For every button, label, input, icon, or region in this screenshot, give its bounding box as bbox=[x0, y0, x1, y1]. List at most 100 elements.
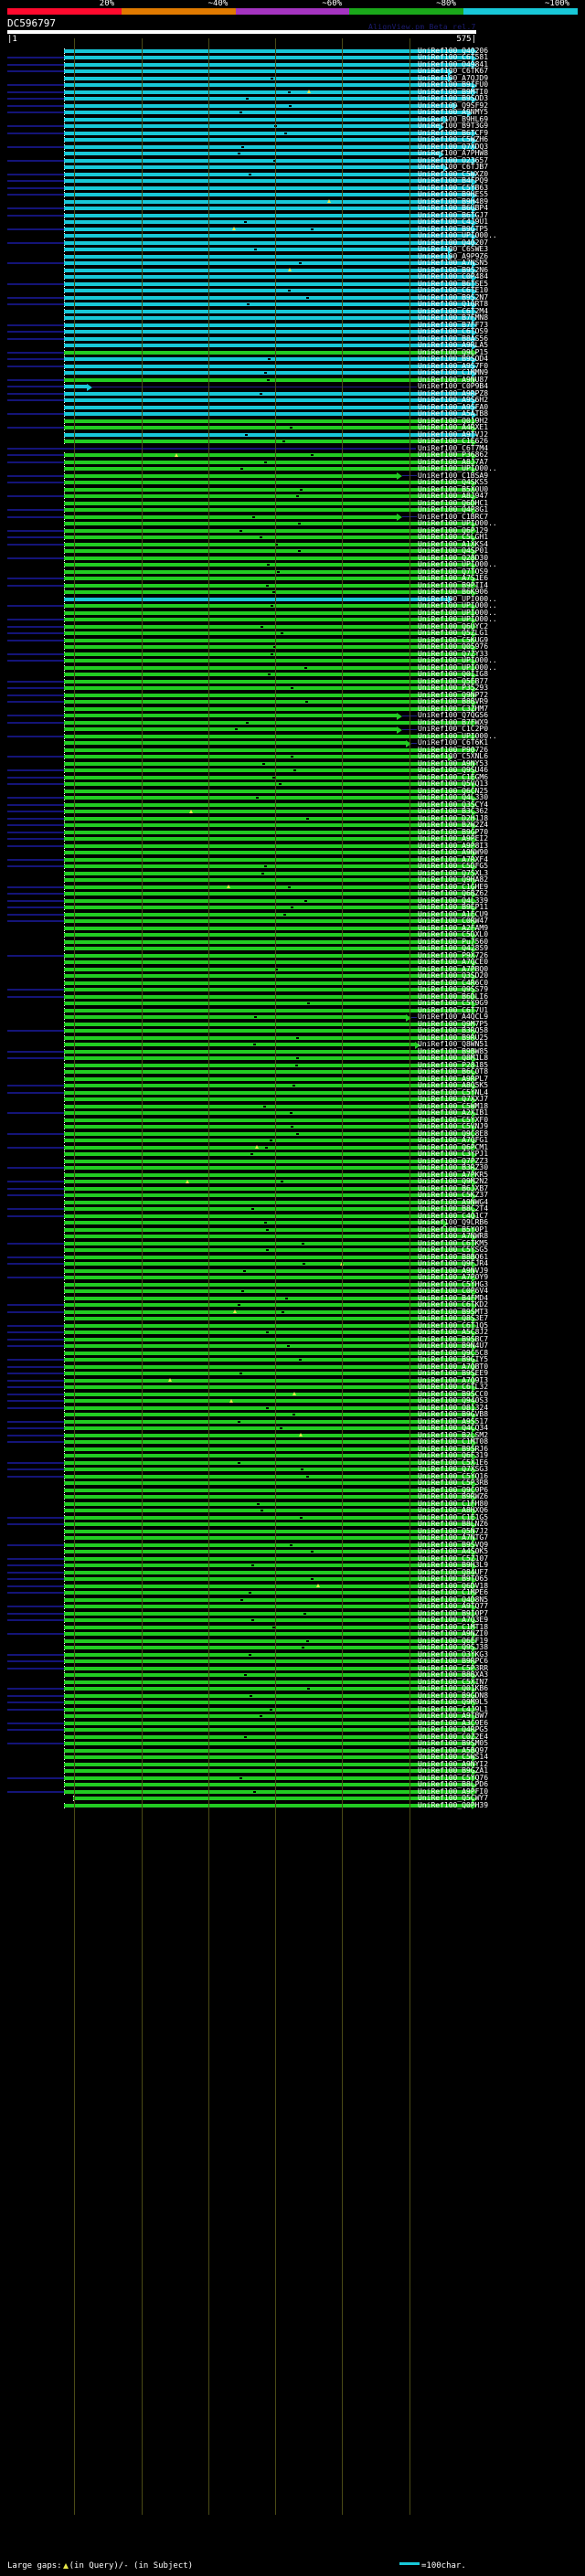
subject-label[interactable]: UniRef100_Q9SF92 bbox=[418, 101, 489, 110]
table-row[interactable]: UniRef100_Q9LP15 bbox=[0, 348, 585, 356]
alignment-bar[interactable] bbox=[63, 549, 473, 553]
subject-label[interactable]: UniRef100_A9TQ77 bbox=[418, 1602, 489, 1610]
alignment-bar[interactable] bbox=[63, 1166, 473, 1170]
subject-label[interactable]: UniRef100_Q4CQ34 bbox=[418, 1424, 489, 1432]
alignment-bar[interactable] bbox=[63, 741, 408, 745]
subject-label[interactable]: UniRef100_B9SBC7 bbox=[418, 1334, 489, 1343]
table-row[interactable]: UniRef100_A9SFA0 bbox=[0, 403, 585, 411]
table-row[interactable]: UniRef100_Q9LRB6 bbox=[0, 1219, 585, 1227]
alignment-bar[interactable] bbox=[63, 1440, 473, 1444]
alignment-bar[interactable] bbox=[63, 398, 473, 402]
subject-label[interactable]: UniRef100_B9GTP5 bbox=[418, 224, 489, 233]
alignment-bar[interactable] bbox=[63, 665, 473, 670]
table-row[interactable]: UniRef100_A9RPZ8 bbox=[0, 389, 585, 398]
table-row[interactable]: UniRef100_A7S1E6 bbox=[0, 574, 585, 583]
subject-label[interactable]: UniRef100_Q940S3 bbox=[418, 1396, 489, 1405]
table-row[interactable]: UniRef100_B9SOD3 bbox=[0, 94, 585, 103]
table-row[interactable]: UniRef100_A4RXE1 bbox=[0, 424, 585, 432]
table-row[interactable]: UniRef100_C6SWE3 bbox=[0, 246, 585, 254]
table-row[interactable]: UniRef100_A9P9Z6 bbox=[0, 252, 585, 260]
subject-label[interactable]: UniRef100_B3RQ58 bbox=[418, 1026, 489, 1034]
alignment-bar[interactable] bbox=[63, 1131, 473, 1136]
table-row[interactable]: UniRef100_C0P9B4 bbox=[0, 383, 585, 391]
subject-label[interactable]: UniRef100_C5YXF0 bbox=[418, 1115, 489, 1124]
alignment-bar[interactable] bbox=[63, 302, 473, 306]
subject-label[interactable]: UniRef100_P36862 bbox=[418, 451, 489, 459]
alignment-bar[interactable] bbox=[63, 494, 473, 498]
subject-label[interactable]: UniRef100_A7P0Y9 bbox=[418, 1273, 489, 1281]
table-row[interactable]: UniRef100_C5Y9G9 bbox=[0, 1000, 585, 1008]
alignment-bar[interactable] bbox=[63, 1742, 473, 1745]
alignment-bar[interactable] bbox=[63, 693, 473, 697]
alignment-bar[interactable] bbox=[63, 1673, 473, 1677]
subject-label[interactable]: UniRef100_C5XIN7 bbox=[418, 1677, 489, 1686]
alignment-bar[interactable] bbox=[63, 1200, 473, 1204]
subject-label[interactable]: UniRef100_B9SOD3 bbox=[418, 94, 489, 102]
subject-label[interactable]: UniRef100_Q9M9L5 bbox=[418, 1698, 489, 1706]
alignment-bar[interactable] bbox=[63, 857, 473, 862]
subject-label[interactable]: UniRef100_Q428S9 bbox=[418, 944, 489, 952]
alignment-bar[interactable] bbox=[63, 645, 473, 649]
subject-label[interactable]: UniRef100_B9RPC6 bbox=[418, 1657, 489, 1665]
table-row[interactable]: UniRef100_C5YHG3 bbox=[0, 1280, 585, 1288]
alignment-bar[interactable] bbox=[63, 1008, 473, 1012]
subject-label[interactable]: UniRef100_Q4P8G1 bbox=[418, 505, 489, 514]
table-row[interactable]: UniRef100_C1MMN9 bbox=[0, 369, 585, 377]
alignment-bar[interactable] bbox=[63, 1659, 473, 1663]
table-row[interactable]: UniRef100_A9RLA5 bbox=[0, 342, 585, 350]
subject-label[interactable]: UniRef100_B9SEE9 bbox=[418, 1369, 489, 1377]
table-row[interactable]: UniRef100_Q05976 bbox=[0, 643, 585, 652]
subject-label[interactable]: UniRef100_B9SOD4 bbox=[418, 355, 489, 363]
subject-label[interactable]: UniRef100_B8C2T4 bbox=[418, 1204, 489, 1213]
subject-label[interactable]: UniRef100_B9S2N6 bbox=[418, 265, 489, 274]
table-row[interactable]: UniRef100_Q40207 bbox=[0, 239, 585, 247]
subject-label[interactable]: UniRef100_Q4L339 bbox=[418, 896, 489, 905]
subject-label[interactable]: UniRef100_Q9FJR4 bbox=[418, 1259, 489, 1267]
subject-label[interactable]: UniRef100_Q9C9P6 bbox=[418, 1485, 489, 1494]
subject-label[interactable]: UniRef100_B9RWZ6 bbox=[418, 1492, 489, 1500]
subject-label[interactable]: UniRef100_A7S1E6 bbox=[418, 574, 489, 582]
table-row[interactable]: UniRef100_A9P8I3 bbox=[0, 842, 585, 850]
subject-label[interactable]: UniRef100_A7PKR5 bbox=[418, 1170, 489, 1179]
alignment-bar[interactable] bbox=[63, 1118, 473, 1122]
alignment-bar[interactable] bbox=[63, 1358, 473, 1362]
subject-label[interactable]: UniRef100_A8HXQ6 bbox=[418, 1506, 489, 1514]
table-row[interactable]: UniRef100_UPI000.. bbox=[0, 595, 585, 603]
subject-label[interactable]: UniRef100_UPI000.. bbox=[418, 601, 497, 610]
alignment-bar[interactable] bbox=[63, 1214, 473, 1218]
alignment-bar[interactable] bbox=[63, 309, 473, 313]
table-row[interactable]: UniRef100_C1C2P0 bbox=[0, 726, 585, 734]
subject-label[interactable]: UniRef100_C5DXL0 bbox=[418, 930, 489, 938]
alignment-bar[interactable] bbox=[63, 885, 473, 889]
subject-label[interactable]: UniRef100_A9NY53 bbox=[418, 758, 489, 768]
alignment-bar[interactable] bbox=[63, 1734, 473, 1739]
subject-label[interactable]: UniRef100_C6TL32 bbox=[418, 1383, 489, 1391]
alignment-bar[interactable] bbox=[63, 405, 473, 409]
table-row[interactable]: UniRef100_Q7XDQ3 bbox=[0, 143, 585, 151]
table-row[interactable]: UniRef100_Q9NP72 bbox=[0, 691, 585, 699]
subject-label[interactable]: UniRef100_C6T1Q5 bbox=[418, 1320, 489, 1330]
table-row[interactable]: UniRef100_C4R6C0 bbox=[0, 979, 585, 987]
table-row[interactable]: UniRef100_A7QFG1 bbox=[0, 1137, 585, 1145]
alignment-bar[interactable] bbox=[63, 1364, 473, 1369]
table-row[interactable]: UniRef100_UPI000.. bbox=[0, 601, 585, 610]
subject-label[interactable]: UniRef100_Q6P129 bbox=[418, 525, 489, 535]
table-row[interactable]: UniRef100_Q4RPG5 bbox=[0, 1726, 585, 1734]
table-row[interactable]: UniRef100_C5WM18 bbox=[0, 1102, 585, 1110]
alignment-bar[interactable] bbox=[63, 1542, 473, 1547]
subject-label[interactable]: UniRef100_Q10RT8 bbox=[418, 300, 489, 308]
subject-label[interactable]: UniRef100_C6T6K1 bbox=[418, 738, 489, 747]
subject-label[interactable]: UniRef100_A1ECU9 bbox=[418, 909, 489, 918]
subject-label[interactable]: UniRef100_C6TE10 bbox=[418, 286, 489, 294]
table-row[interactable]: UniRef100_D2H1J8 bbox=[0, 814, 585, 822]
alignment-bar[interactable] bbox=[63, 906, 473, 909]
alignment-bar[interactable] bbox=[63, 207, 473, 210]
table-row[interactable]: UniRef100_B9RWZ6 bbox=[0, 1492, 585, 1501]
subject-label[interactable]: UniRef100_C4Q1C7 bbox=[418, 1211, 489, 1220]
alignment-bar[interactable] bbox=[63, 542, 473, 546]
table-row[interactable]: UniRef100_B3RZ30 bbox=[0, 1164, 585, 1172]
alignment-bar[interactable] bbox=[63, 275, 473, 279]
table-row[interactable]: UniRef100_A5BQ97 bbox=[0, 1746, 585, 1754]
subject-label[interactable]: UniRef100_A9NZI0 bbox=[418, 1629, 489, 1638]
alignment-bar[interactable] bbox=[63, 48, 473, 53]
